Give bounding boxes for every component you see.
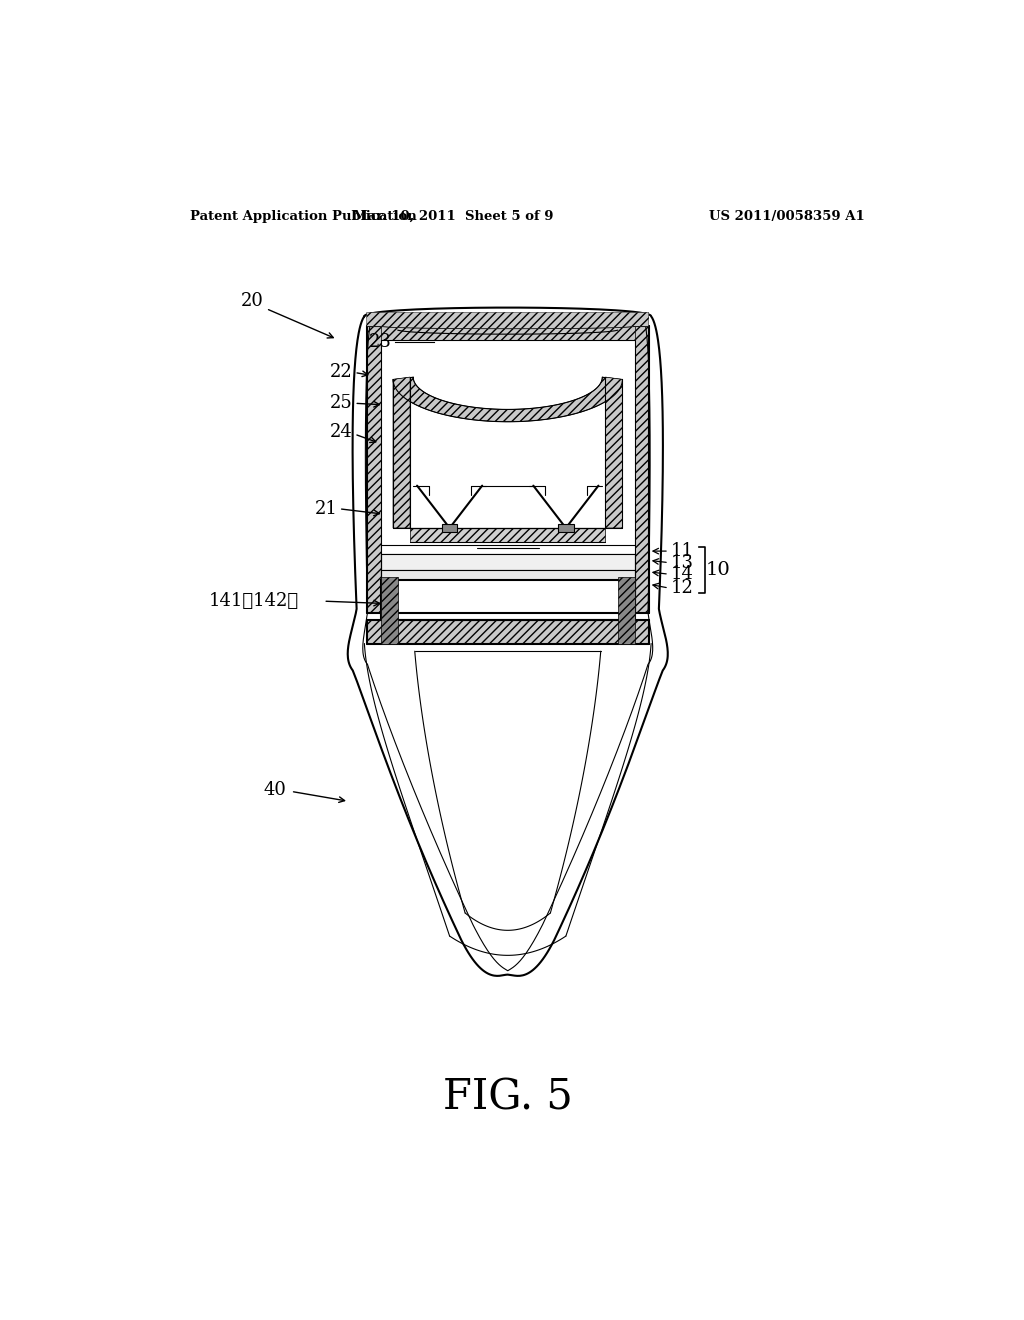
Text: 11: 11 [671, 543, 693, 560]
Text: 25: 25 [330, 395, 352, 412]
Text: 40: 40 [264, 781, 287, 799]
Polygon shape [367, 326, 381, 614]
Polygon shape [381, 581, 635, 620]
Text: FIG. 5: FIG. 5 [442, 1077, 572, 1119]
Text: Mar. 10, 2011  Sheet 5 of 9: Mar. 10, 2011 Sheet 5 of 9 [353, 210, 554, 223]
Text: 12: 12 [671, 579, 693, 597]
Text: 22: 22 [330, 363, 352, 381]
Text: US 2011/0058359 A1: US 2011/0058359 A1 [710, 210, 865, 223]
Polygon shape [381, 577, 397, 644]
Text: 10: 10 [706, 561, 730, 578]
Polygon shape [367, 313, 649, 329]
Text: 23: 23 [369, 333, 391, 351]
Text: 21: 21 [314, 500, 337, 517]
Polygon shape [367, 620, 649, 644]
Text: 141〈142〉: 141〈142〉 [208, 593, 299, 610]
Text: 20: 20 [241, 292, 263, 310]
Polygon shape [635, 326, 649, 614]
Polygon shape [558, 524, 573, 532]
Polygon shape [367, 326, 649, 341]
Text: 24: 24 [330, 422, 352, 441]
Polygon shape [442, 524, 458, 532]
Text: 13: 13 [671, 553, 693, 572]
Polygon shape [381, 570, 635, 581]
Polygon shape [617, 577, 635, 644]
Polygon shape [605, 378, 623, 528]
Text: Patent Application Publication: Patent Application Publication [190, 210, 417, 223]
Text: 14: 14 [671, 565, 693, 583]
Polygon shape [393, 378, 410, 528]
Polygon shape [410, 528, 605, 543]
Polygon shape [393, 378, 623, 421]
Polygon shape [381, 554, 635, 570]
